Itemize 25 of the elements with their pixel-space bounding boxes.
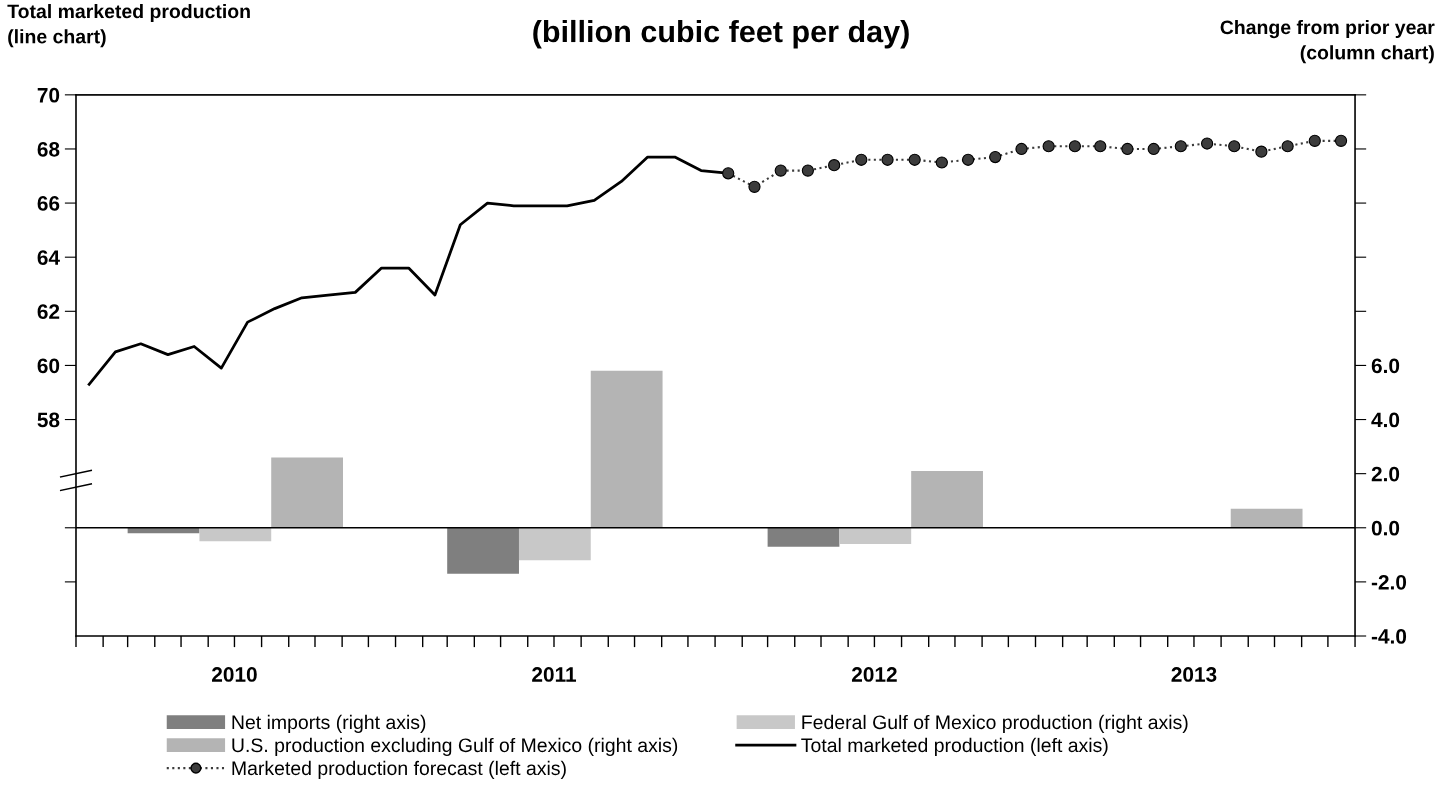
- y2-tick-label: 6.0: [1371, 358, 1400, 374]
- y2-tick-label: 2.0: [1371, 466, 1400, 482]
- y-tick-label: 58: [37, 412, 60, 428]
- y-tick-label: 68: [37, 141, 60, 157]
- legend-label: Federal Gulf of Mexico production (right axis): [802, 714, 1188, 733]
- y-axis-title: Total marketed production (line chart): [7, 3, 250, 48]
- y2-tick-label: -4.0: [1371, 629, 1407, 644]
- legend-label: Total marketed production (left axis): [801, 737, 1108, 756]
- y2-tick-label: -2.0: [1371, 574, 1407, 590]
- y-tick-label: 60: [37, 358, 60, 374]
- legend-label: U.S. production excluding Gulf of Mexico (right axis): [232, 737, 678, 756]
- x-tick-label: 2012: [851, 667, 897, 682]
- chart-title: (billion cubic feet per day): [533, 19, 909, 49]
- x-tick-label: 2013: [1171, 667, 1217, 682]
- y2-tick-label: 0.0: [1371, 520, 1400, 536]
- x-tick-label: 2011: [532, 667, 577, 682]
- legend-label: Net imports (right axis): [232, 714, 426, 733]
- y2-axis-title: Change from prior year (column chart): [1220, 19, 1435, 64]
- y2-tick-label: 4.0: [1371, 412, 1400, 428]
- x-tick-label: 2010: [212, 667, 257, 682]
- y-tick-label: 66: [37, 196, 60, 211]
- y-tick-label: 62: [37, 304, 60, 320]
- y-tick-label: 70: [37, 87, 60, 103]
- y-tick-label: 64: [37, 250, 60, 265]
- legend-label: Marketed production forecast (left axis): [232, 760, 566, 779]
